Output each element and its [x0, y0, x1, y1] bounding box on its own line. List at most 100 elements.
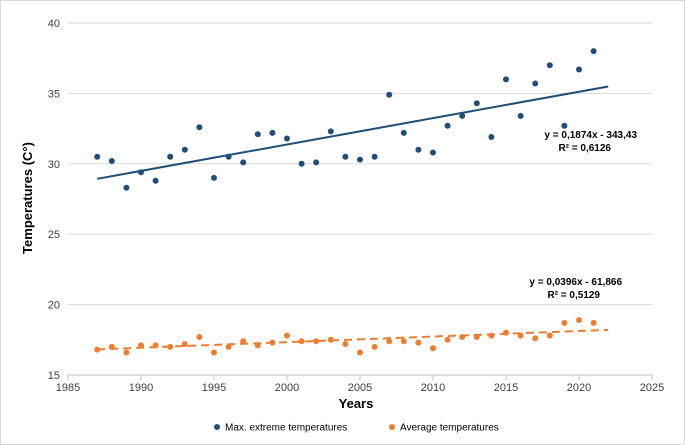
data-point-average	[371, 343, 378, 350]
data-point-max	[386, 91, 393, 98]
data-point-average	[211, 349, 217, 356]
x-tick-label: 2010	[421, 382, 445, 394]
data-point-max	[357, 156, 363, 163]
data-point-max	[400, 129, 407, 136]
trendline-average	[97, 328, 609, 351]
data-point-average	[415, 339, 422, 346]
y-tick-label: 20	[48, 300, 60, 312]
data-point-max	[269, 129, 276, 136]
trendline-equation-average: y = 0,0396x - 61,866	[529, 277, 622, 288]
legend-marker-average	[389, 424, 395, 430]
data-point-average	[138, 342, 144, 349]
data-point-max	[473, 100, 480, 107]
data-point-max	[196, 124, 203, 131]
x-tick-label: 2025	[640, 382, 664, 394]
data-point-average	[400, 338, 407, 345]
gridlines	[68, 22, 652, 306]
data-point-average	[430, 345, 436, 352]
data-point-average	[152, 342, 159, 349]
data-point-average	[196, 333, 203, 340]
data-point-average	[459, 333, 466, 340]
data-point-average	[590, 319, 597, 326]
data-point-max	[167, 153, 174, 160]
data-point-average	[532, 335, 539, 342]
data-point-average	[123, 349, 130, 356]
data-point-average	[503, 329, 509, 336]
data-point-max	[298, 160, 305, 167]
data-point-average	[546, 332, 553, 339]
x-tick-label: 2000	[275, 382, 299, 394]
data-point-max	[561, 122, 568, 129]
x-tick-label: 1985	[56, 382, 80, 394]
data-point-max	[444, 122, 451, 129]
data-point-max	[94, 153, 101, 160]
data-point-max	[240, 159, 247, 166]
data-point-average	[240, 338, 247, 345]
data-point-max	[152, 177, 159, 184]
data-point-average	[517, 332, 524, 339]
data-point-max	[546, 62, 553, 69]
trendline-r2-average: R² = 0,5129	[547, 290, 600, 301]
y-tick-label: 25	[48, 229, 60, 241]
legend-marker-max	[214, 424, 220, 430]
data-point-average	[284, 332, 290, 339]
data-point-max	[342, 153, 349, 160]
data-point-max	[108, 157, 115, 164]
data-point-average	[488, 332, 495, 339]
data-point-average	[225, 343, 232, 350]
x-tick-label: 2015	[494, 382, 518, 394]
data-point-max	[576, 66, 582, 73]
y-tick-label: 40	[48, 18, 60, 30]
legend: Max. extreme temperatures Average temper…	[214, 423, 499, 434]
data-point-max	[371, 153, 378, 160]
data-point-average	[342, 341, 349, 348]
data-point-max	[590, 48, 597, 55]
data-point-average	[444, 336, 451, 343]
data-point-max	[415, 146, 422, 153]
data-point-max	[488, 134, 495, 141]
data-point-max	[313, 159, 320, 166]
data-point-average	[167, 343, 174, 350]
data-point-average	[561, 319, 568, 326]
data-point-average	[298, 338, 305, 345]
legend-label-average: Average temperatures	[400, 423, 499, 434]
data-point-max	[532, 80, 539, 87]
data-point-average	[473, 333, 480, 340]
data-point-average	[357, 349, 363, 356]
data-point-average	[94, 346, 101, 353]
data-point-average	[254, 342, 261, 349]
data-point-max	[517, 112, 524, 119]
legend-label-max: Max. extreme temperatures	[225, 423, 347, 434]
trendline-equation-max: y = 0,1874x - 343,43	[544, 130, 637, 141]
data-point-average	[386, 338, 393, 345]
y-tick-label: 30	[48, 159, 60, 171]
data-point-max	[503, 76, 509, 83]
x-tick-label: 2005	[348, 382, 372, 394]
data-point-max	[430, 149, 436, 156]
trendline-r2-max: R² = 0,6126	[558, 143, 611, 154]
data-point-average	[313, 338, 320, 345]
data-point-max	[181, 146, 188, 153]
x-tick-label: 1995	[202, 382, 226, 394]
data-point-max	[225, 153, 232, 160]
x-tick-label: 2020	[567, 382, 591, 394]
data-point-average	[576, 317, 582, 324]
data-point-max	[459, 112, 466, 119]
x-tick-label: 1990	[129, 382, 153, 394]
data-point-average	[327, 336, 334, 343]
data-points	[94, 48, 597, 356]
data-point-average	[108, 343, 115, 350]
data-point-max	[327, 128, 334, 135]
data-point-max	[123, 184, 130, 191]
y-axis-title: Temperatures (C°)	[20, 142, 35, 254]
data-point-max	[254, 131, 261, 138]
y-tick-label: 35	[48, 88, 60, 100]
data-point-max	[284, 135, 290, 142]
x-axis-title: Years	[339, 396, 374, 411]
data-point-max	[211, 174, 217, 181]
data-point-average	[269, 339, 276, 346]
data-point-max	[138, 169, 144, 176]
